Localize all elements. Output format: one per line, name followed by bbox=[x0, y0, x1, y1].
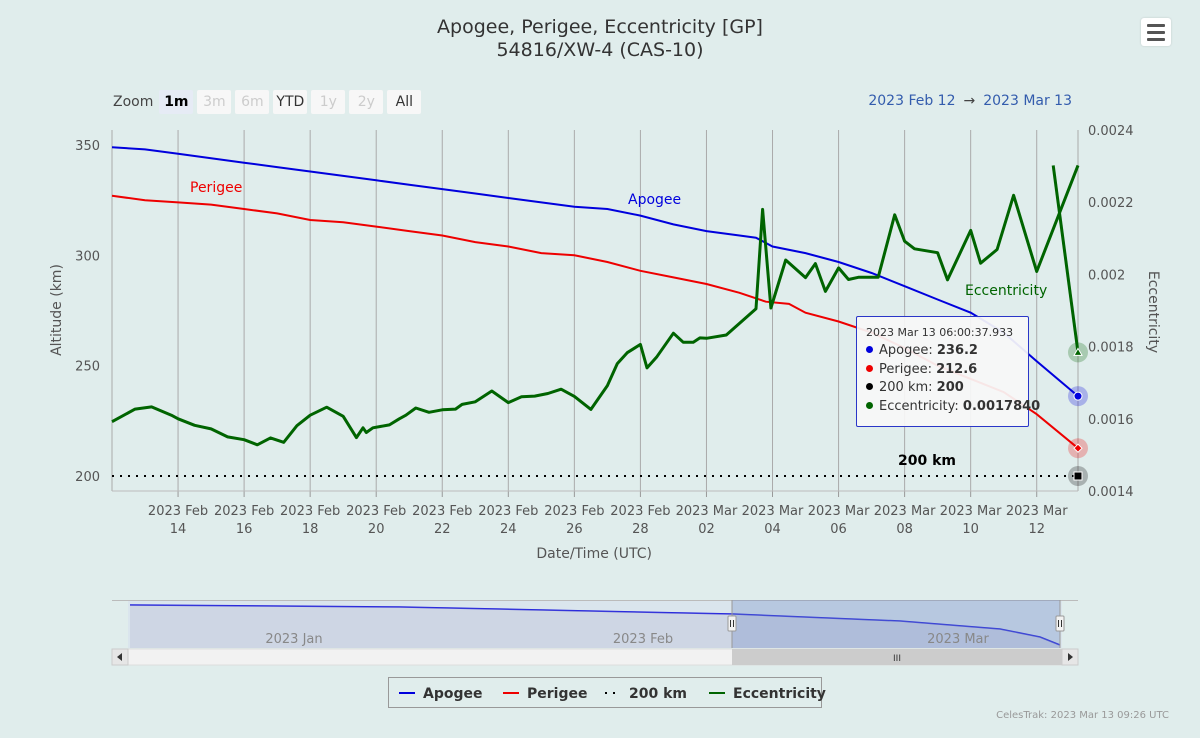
navigator-label-mar: 2023 Mar bbox=[927, 632, 989, 647]
x-tick-label: 2023 Mar bbox=[742, 504, 804, 519]
annotation-eccentricity: Eccentricity bbox=[965, 283, 1047, 299]
legend-item[interactable]: Perigee bbox=[503, 686, 587, 702]
annotation-perigee: Perigee bbox=[190, 180, 242, 196]
zoom-button-all[interactable]: All bbox=[387, 90, 422, 114]
y2-tick-label: 0.0018 bbox=[1088, 341, 1134, 356]
x-tick-label: 24 bbox=[500, 522, 517, 537]
tooltip-row-perigee: Perigee: 212.6 bbox=[866, 361, 1028, 380]
x-tick-label: 2023 Feb bbox=[214, 504, 274, 519]
navigator-label-feb: 2023 Feb bbox=[613, 632, 673, 647]
x-tick-label: 02 bbox=[698, 522, 715, 537]
legend-item[interactable]: Eccentricity bbox=[709, 686, 826, 702]
tooltip: 2023 Mar 13 06:00:37.933 Apogee: 236.2 P… bbox=[856, 316, 1040, 427]
menu-icon[interactable] bbox=[1141, 18, 1171, 46]
navigator-handle-left[interactable] bbox=[727, 615, 737, 632]
y-tick-label: 200 bbox=[75, 470, 100, 485]
perigee-marker bbox=[1073, 443, 1083, 453]
credits[interactable]: CelesTrak: 2023 Mar 13 09:26 UTC bbox=[996, 710, 1169, 721]
legend-item[interactable]: 200 km bbox=[605, 686, 687, 702]
x-tick-label: 2023 Mar bbox=[676, 504, 738, 519]
y-axis-title: Altitude (km) bbox=[49, 264, 65, 356]
x-tick-label: 2023 Mar bbox=[1006, 504, 1068, 519]
x-tick-label: 2023 Mar bbox=[874, 504, 936, 519]
x-tick-label: 16 bbox=[236, 522, 253, 537]
y-tick-label: 250 bbox=[75, 360, 100, 375]
eccentricity-marker bbox=[1073, 347, 1083, 356]
navigator-label-jan: 2023 Jan bbox=[265, 632, 322, 647]
zoom-button-2y[interactable]: 2y bbox=[349, 90, 384, 114]
x-tick-label: 2023 Feb bbox=[346, 504, 406, 519]
x-tick-label: 12 bbox=[1028, 522, 1045, 537]
legend-item[interactable]: Apogee bbox=[399, 686, 483, 702]
zoom-label: Zoom bbox=[113, 94, 154, 110]
x-tick-label: 18 bbox=[302, 522, 319, 537]
x-tick-label: 2023 Feb bbox=[280, 504, 340, 519]
date-range: 2023 Feb 12 → 2023 Mar 13 bbox=[868, 93, 1072, 109]
zoom-selector: Zoom 1m 3m 6m YTD 1y 2y All bbox=[113, 90, 425, 114]
legend-label: Eccentricity bbox=[733, 686, 826, 702]
navigator-series bbox=[129, 604, 1061, 646]
apogee-marker bbox=[1073, 391, 1083, 401]
y2-tick-label: 0.0024 bbox=[1088, 124, 1134, 139]
legend-label: 200 km bbox=[629, 686, 687, 702]
chevron-left-icon bbox=[117, 653, 122, 661]
legend-label: Apogee bbox=[423, 686, 483, 702]
chart-title: Apogee, Perigee, Eccentricity [GP] bbox=[437, 16, 763, 38]
x-axis-title: Date/Time (UTC) bbox=[536, 546, 652, 562]
x-tick-label: 28 bbox=[632, 522, 649, 537]
chevron-right-icon bbox=[1068, 653, 1073, 661]
navigator-series-fill bbox=[130, 605, 1060, 648]
chart-subtitle: 54816/XW-4 (CAS-10) bbox=[496, 39, 704, 61]
range-to[interactable]: 2023 Mar 13 bbox=[983, 93, 1072, 109]
x-tick-label: 08 bbox=[896, 522, 913, 537]
y2-tick-label: 0.0022 bbox=[1088, 196, 1134, 211]
x-tick-label: 2023 Mar bbox=[940, 504, 1002, 519]
y-tick-label: 350 bbox=[75, 139, 100, 154]
x-tick-label: 2023 Feb bbox=[412, 504, 472, 519]
zoom-button-6m[interactable]: 6m bbox=[235, 90, 270, 114]
x-tick-label: 06 bbox=[830, 522, 847, 537]
y2-tick-label: 0.002 bbox=[1088, 268, 1125, 283]
zoom-button-ytd[interactable]: YTD bbox=[273, 90, 308, 114]
navigator-area bbox=[128, 600, 1062, 648]
x-tick-label: 2023 Feb bbox=[478, 504, 538, 519]
legend-label: Perigee bbox=[527, 686, 587, 702]
y-tick-label: 300 bbox=[75, 249, 100, 264]
series-eccentricity bbox=[111, 164, 1080, 447]
annotation-200km: 200 km bbox=[898, 453, 956, 469]
range-arrow: → bbox=[963, 93, 976, 109]
y2-tick-label: 0.0014 bbox=[1088, 485, 1134, 500]
zoom-button-3m[interactable]: 3m bbox=[197, 90, 232, 114]
x-tick-label: 20 bbox=[368, 522, 385, 537]
navigator-selection bbox=[732, 600, 1060, 648]
y2-axis-title: Eccentricity bbox=[1145, 271, 1161, 353]
series-eccentricity-end bbox=[1051, 165, 1080, 353]
x-tick-label: 04 bbox=[764, 522, 781, 537]
tooltip-row-apogee: Apogee: 236.2 bbox=[866, 342, 1028, 361]
scrollbar-thumb[interactable] bbox=[732, 649, 1062, 665]
zoom-button-1m[interactable]: 1m bbox=[159, 90, 194, 114]
tooltip-row-200km: 200 km: 200 bbox=[866, 379, 1028, 398]
x-tick-label: 2023 Feb bbox=[610, 504, 670, 519]
200km-marker bbox=[1073, 471, 1083, 481]
range-from[interactable]: 2023 Feb 12 bbox=[868, 93, 956, 109]
series-apogee bbox=[111, 146, 1079, 397]
annotation-apogee: Apogee bbox=[628, 192, 681, 208]
x-tick-label: 2023 Feb bbox=[148, 504, 208, 519]
y2-tick-label: 0.0016 bbox=[1088, 413, 1134, 428]
x-tick-label: 22 bbox=[434, 522, 451, 537]
navigator-handle-right[interactable] bbox=[1055, 615, 1065, 632]
x-tick-label: 2023 Mar bbox=[808, 504, 870, 519]
x-tick-label: 10 bbox=[962, 522, 979, 537]
tooltip-row-eccentricity: Eccentricity: 0.0017840 bbox=[866, 398, 1040, 417]
x-tick-label: 2023 Feb bbox=[544, 504, 604, 519]
x-tick-label: 26 bbox=[566, 522, 583, 537]
x-tick-label: 14 bbox=[170, 522, 187, 537]
tooltip-header: 2023 Mar 13 06:00:37.933 bbox=[866, 326, 1014, 339]
zoom-button-1y[interactable]: 1y bbox=[311, 90, 346, 114]
scrollbar-grip: III bbox=[893, 654, 901, 664]
